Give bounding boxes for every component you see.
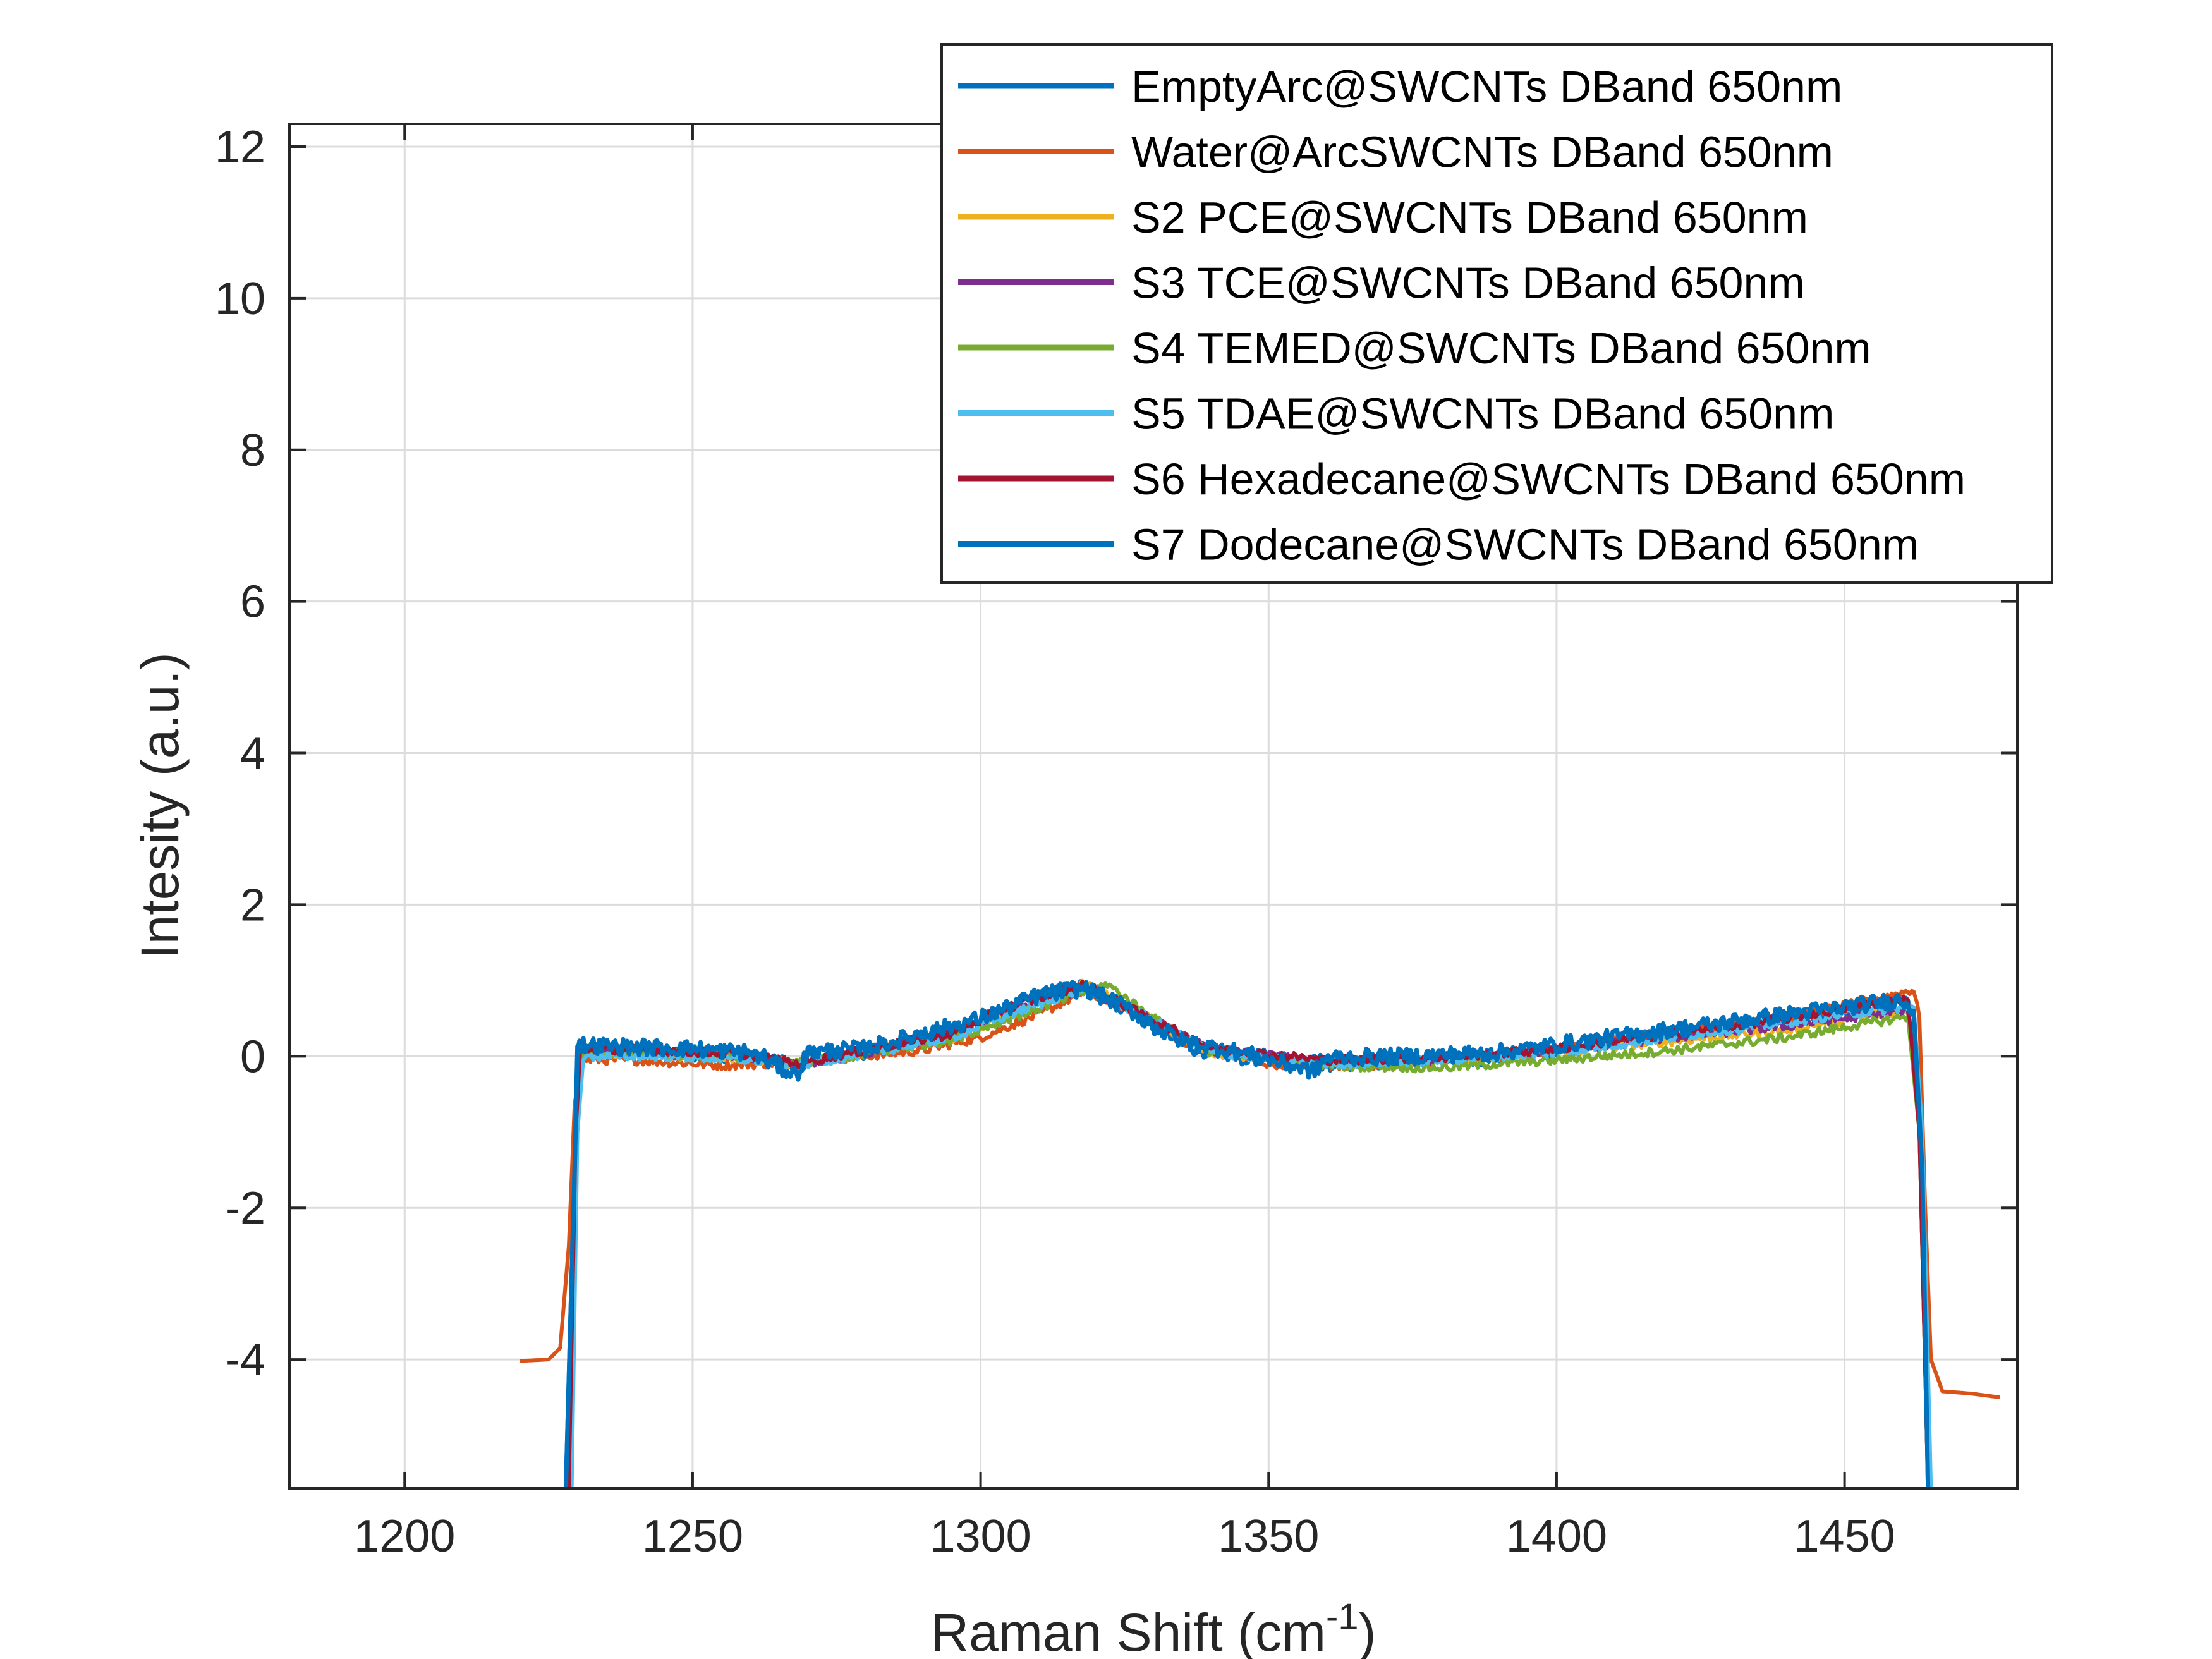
x-tick-label: 1300 [930, 1511, 1031, 1562]
legend-item: S3 TCE@SWCNTs DBand 650nm [958, 258, 1805, 308]
series-group [520, 978, 2001, 1488]
y-tick-label: -4 [225, 1335, 265, 1385]
legend: EmptyArc@SWCNTs DBand 650nm Water@ArcSWCN… [940, 43, 2053, 584]
y-tick-label: 8 [240, 425, 265, 476]
legend-item: S2 PCE@SWCNTs DBand 650nm [958, 193, 1808, 242]
y-tick-label: 12 [215, 122, 265, 173]
y-tick-label: 0 [240, 1031, 265, 1082]
series-line [563, 980, 1931, 1488]
y-tick-label: 6 [240, 577, 265, 628]
legend-label: S6 Hexadecane@SWCNTs DBand 650nm [1131, 454, 1966, 504]
x-tick-label: 1200 [354, 1511, 455, 1562]
legend-item: S5 TDAE@SWCNTs DBand 650nm [958, 389, 1834, 439]
y-tick-label: 2 [240, 880, 265, 930]
legend-items: EmptyArc@SWCNTs DBand 650nm Water@ArcSWCN… [958, 62, 1966, 569]
legend-label: S2 PCE@SWCNTs DBand 650nm [1131, 193, 1808, 242]
x-tick-label: 1350 [1218, 1511, 1319, 1562]
legend-box [940, 43, 2053, 584]
y-tick-labels: -4 -2 0 2 4 6 8 10 12 [215, 122, 265, 1385]
x-tick-labels: 1200 1250 1300 1350 1400 1450 [354, 1511, 1895, 1562]
x-axis-title: Raman Shift (cm-1) [930, 1596, 1376, 1659]
x-axis-title-main: Raman Shift (cm [930, 1603, 1326, 1659]
y-tick-label: 4 [240, 729, 265, 779]
legend-item: S7 Dodecane@SWCNTs DBand 650nm [958, 520, 1919, 569]
legend-label: EmptyArc@SWCNTs DBand 650nm [1131, 62, 1842, 111]
legend-label: Water@ArcSWCNTs DBand 650nm [1131, 128, 1833, 177]
legend-item: S6 Hexadecane@SWCNTs DBand 650nm [958, 454, 1966, 504]
x-tick-label: 1400 [1506, 1511, 1607, 1562]
x-tick-label: 1250 [642, 1511, 743, 1562]
legend-item: EmptyArc@SWCNTs DBand 650nm [958, 62, 1842, 111]
legend-label: S7 Dodecane@SWCNTs DBand 650nm [1131, 520, 1919, 569]
legend-item: S4 TEMED@SWCNTs DBand 650nm [958, 324, 1871, 373]
legend-label: S3 TCE@SWCNTs DBand 650nm [1131, 258, 1805, 308]
y-axis-title: Intesity (a.u.) [130, 652, 190, 959]
legend-item: Water@ArcSWCNTs DBand 650nm [958, 128, 1833, 177]
legend-label: S4 TEMED@SWCNTs DBand 650nm [1131, 324, 1871, 373]
legend-label: S5 TDAE@SWCNTs DBand 650nm [1131, 389, 1834, 439]
x-axis-title-superscript: -1 [1326, 1596, 1359, 1638]
x-axis-title-suffix: ) [1359, 1603, 1376, 1659]
y-tick-label: -2 [225, 1183, 265, 1234]
x-tick-label: 1450 [1794, 1511, 1895, 1562]
y-tick-label: 10 [215, 274, 265, 324]
